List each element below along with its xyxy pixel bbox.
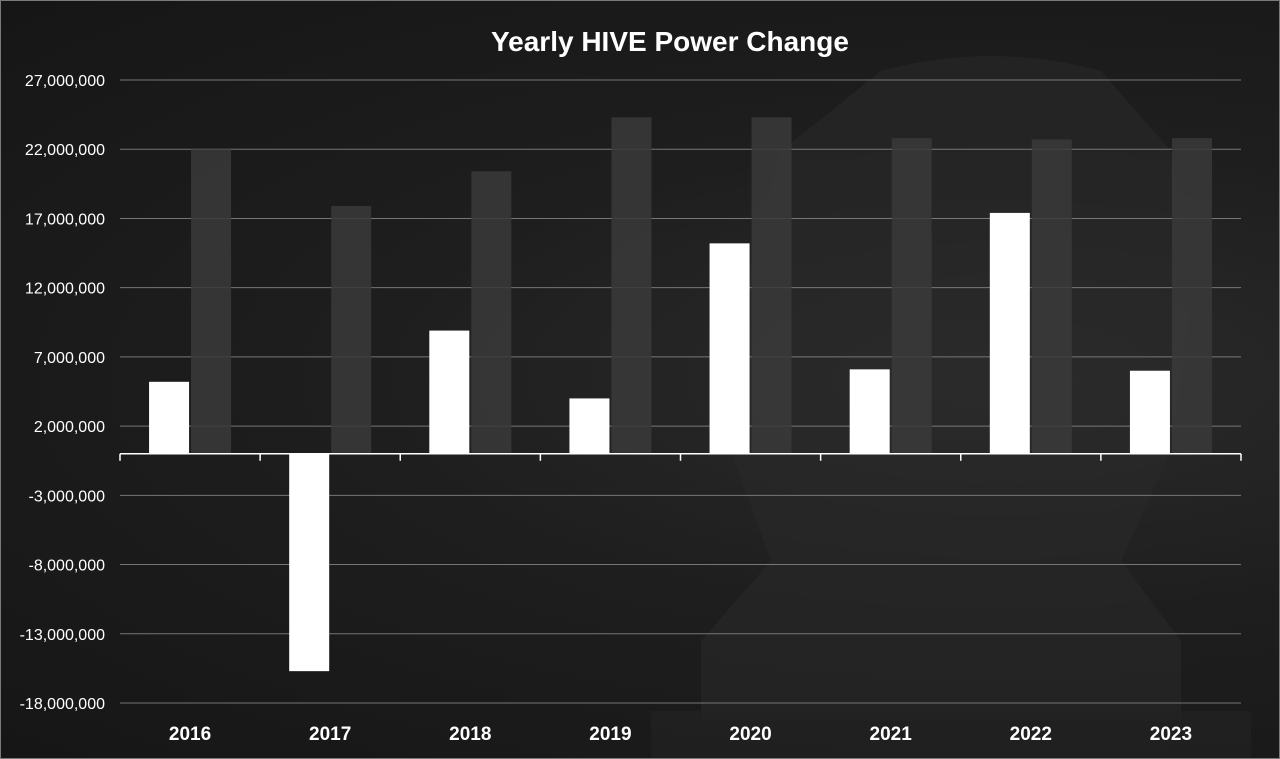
bar-secondary-2022 [1031, 139, 1072, 454]
y-tick-label: 2,000,000 [34, 419, 105, 436]
y-tick-label: 17,000,000 [25, 211, 105, 228]
chart-title: Yearly HIVE Power Change [491, 26, 849, 57]
y-tick-label: 27,000,000 [25, 73, 105, 90]
x-tick-label: 2018 [449, 724, 491, 745]
secondary-series-bars [191, 117, 1212, 454]
bar-secondary-2016 [191, 149, 232, 454]
y-axis-tick-labels: 27,000,000 22,000,000 17,000,000 12,000,000… [20, 73, 106, 713]
y-tick-label: -3,000,000 [28, 488, 105, 505]
y-tick-label: -13,000,000 [20, 627, 106, 644]
x-tick-label: 2020 [729, 724, 771, 745]
primary-series-bars [149, 212, 1170, 672]
decor-base [651, 711, 1251, 758]
bar-primary-2020 [709, 243, 750, 454]
y-tick-label: -8,000,000 [28, 558, 105, 575]
y-tick-label: 22,000,000 [25, 142, 105, 159]
x-tick-label: 2022 [1010, 724, 1052, 745]
bar-primary-2022 [989, 212, 1030, 454]
bar-secondary-2017 [331, 205, 372, 454]
bar-primary-2023 [1129, 370, 1170, 454]
x-tick-label: 2021 [870, 724, 913, 745]
x-axis [119, 453, 1242, 461]
bar-secondary-2021 [891, 138, 932, 454]
x-tick-label: 2016 [169, 724, 211, 745]
bar-primary-2018 [429, 330, 470, 454]
y-tick-label: 12,000,000 [25, 281, 105, 298]
y-tick-label: -18,000,000 [20, 696, 106, 713]
x-tick-label: 2017 [309, 724, 351, 745]
y-tick-label: 7,000,000 [34, 350, 105, 367]
bar-secondary-2018 [471, 171, 512, 454]
bar-secondary-2020 [751, 117, 792, 454]
bar-primary-2016 [149, 381, 190, 454]
bar-primary-2021 [849, 369, 890, 454]
bar-primary-2017 [289, 453, 330, 672]
bar-secondary-2019 [611, 117, 652, 454]
x-tick-label: 2019 [589, 724, 631, 745]
bar-secondary-2023 [1171, 138, 1212, 454]
x-axis-tick-labels: 2016 2017 2018 2019 2020 2021 2022 2023 [169, 724, 1192, 745]
bar-primary-2019 [569, 398, 610, 454]
x-tick-label: 2023 [1150, 724, 1192, 745]
